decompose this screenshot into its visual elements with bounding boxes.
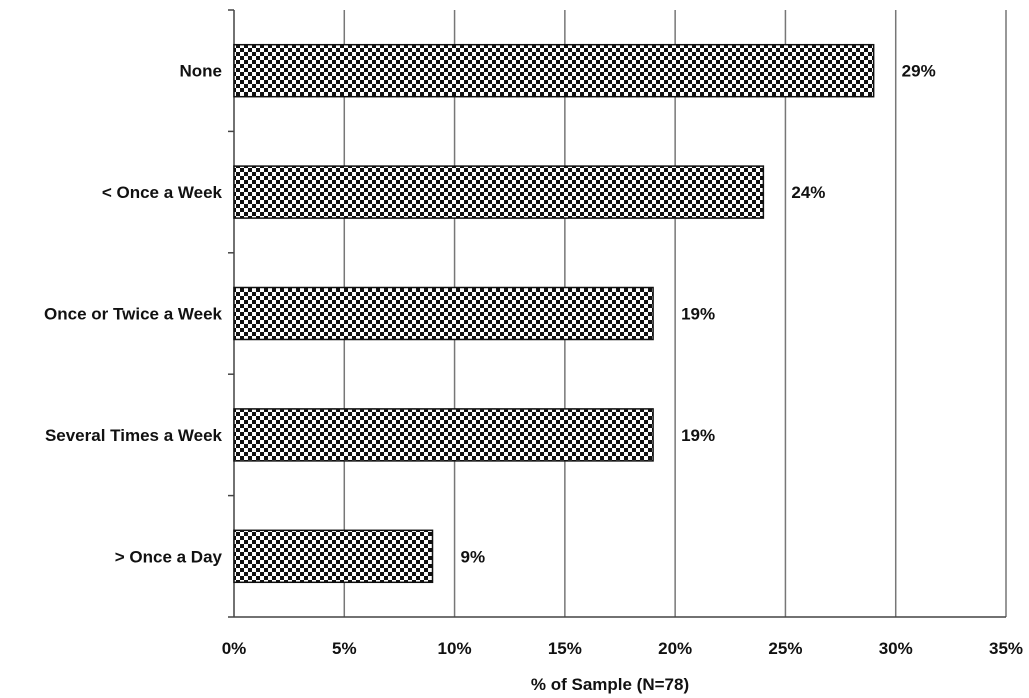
data-label-background <box>677 302 720 326</box>
data-label-background <box>677 423 720 447</box>
data-label: 24% <box>791 183 825 202</box>
category-label: < Once a Week <box>102 183 223 202</box>
x-tick-label: 30% <box>879 639 913 658</box>
x-tick-label: 10% <box>438 639 472 658</box>
bar-4 <box>233 529 434 584</box>
category-label: Once or Twice a Week <box>44 305 222 324</box>
data-label-background <box>897 59 940 83</box>
bar-1 <box>233 165 765 219</box>
labels: 0% 5% 10% 15% 20% 25% 30% 35% None 29% < Once a We… <box>44 59 1023 658</box>
x-axis-title: % of Sample (N=78) <box>531 675 689 694</box>
x-tick-label: 0% <box>222 639 247 658</box>
data-label: 19% <box>681 305 715 324</box>
data-label-background <box>787 181 830 205</box>
data-label: 9% <box>461 547 486 566</box>
x-tick-label: 5% <box>332 639 357 658</box>
category-label: None <box>180 62 223 81</box>
x-tick-label: 35% <box>989 639 1023 658</box>
x-tick-label: 15% <box>548 639 582 658</box>
data-label: 29% <box>902 62 936 81</box>
bars <box>233 43 875 584</box>
x-tick-label: 20% <box>658 639 692 658</box>
category-label: Several Times a Week <box>45 426 223 445</box>
x-tick-label: 25% <box>768 639 802 658</box>
data-label: 19% <box>681 426 715 445</box>
bar-0 <box>233 43 875 98</box>
bar-2 <box>233 286 654 341</box>
bar-3 <box>233 408 654 462</box>
data-label-background <box>456 545 490 569</box>
category-label: > Once a Day <box>115 547 223 566</box>
